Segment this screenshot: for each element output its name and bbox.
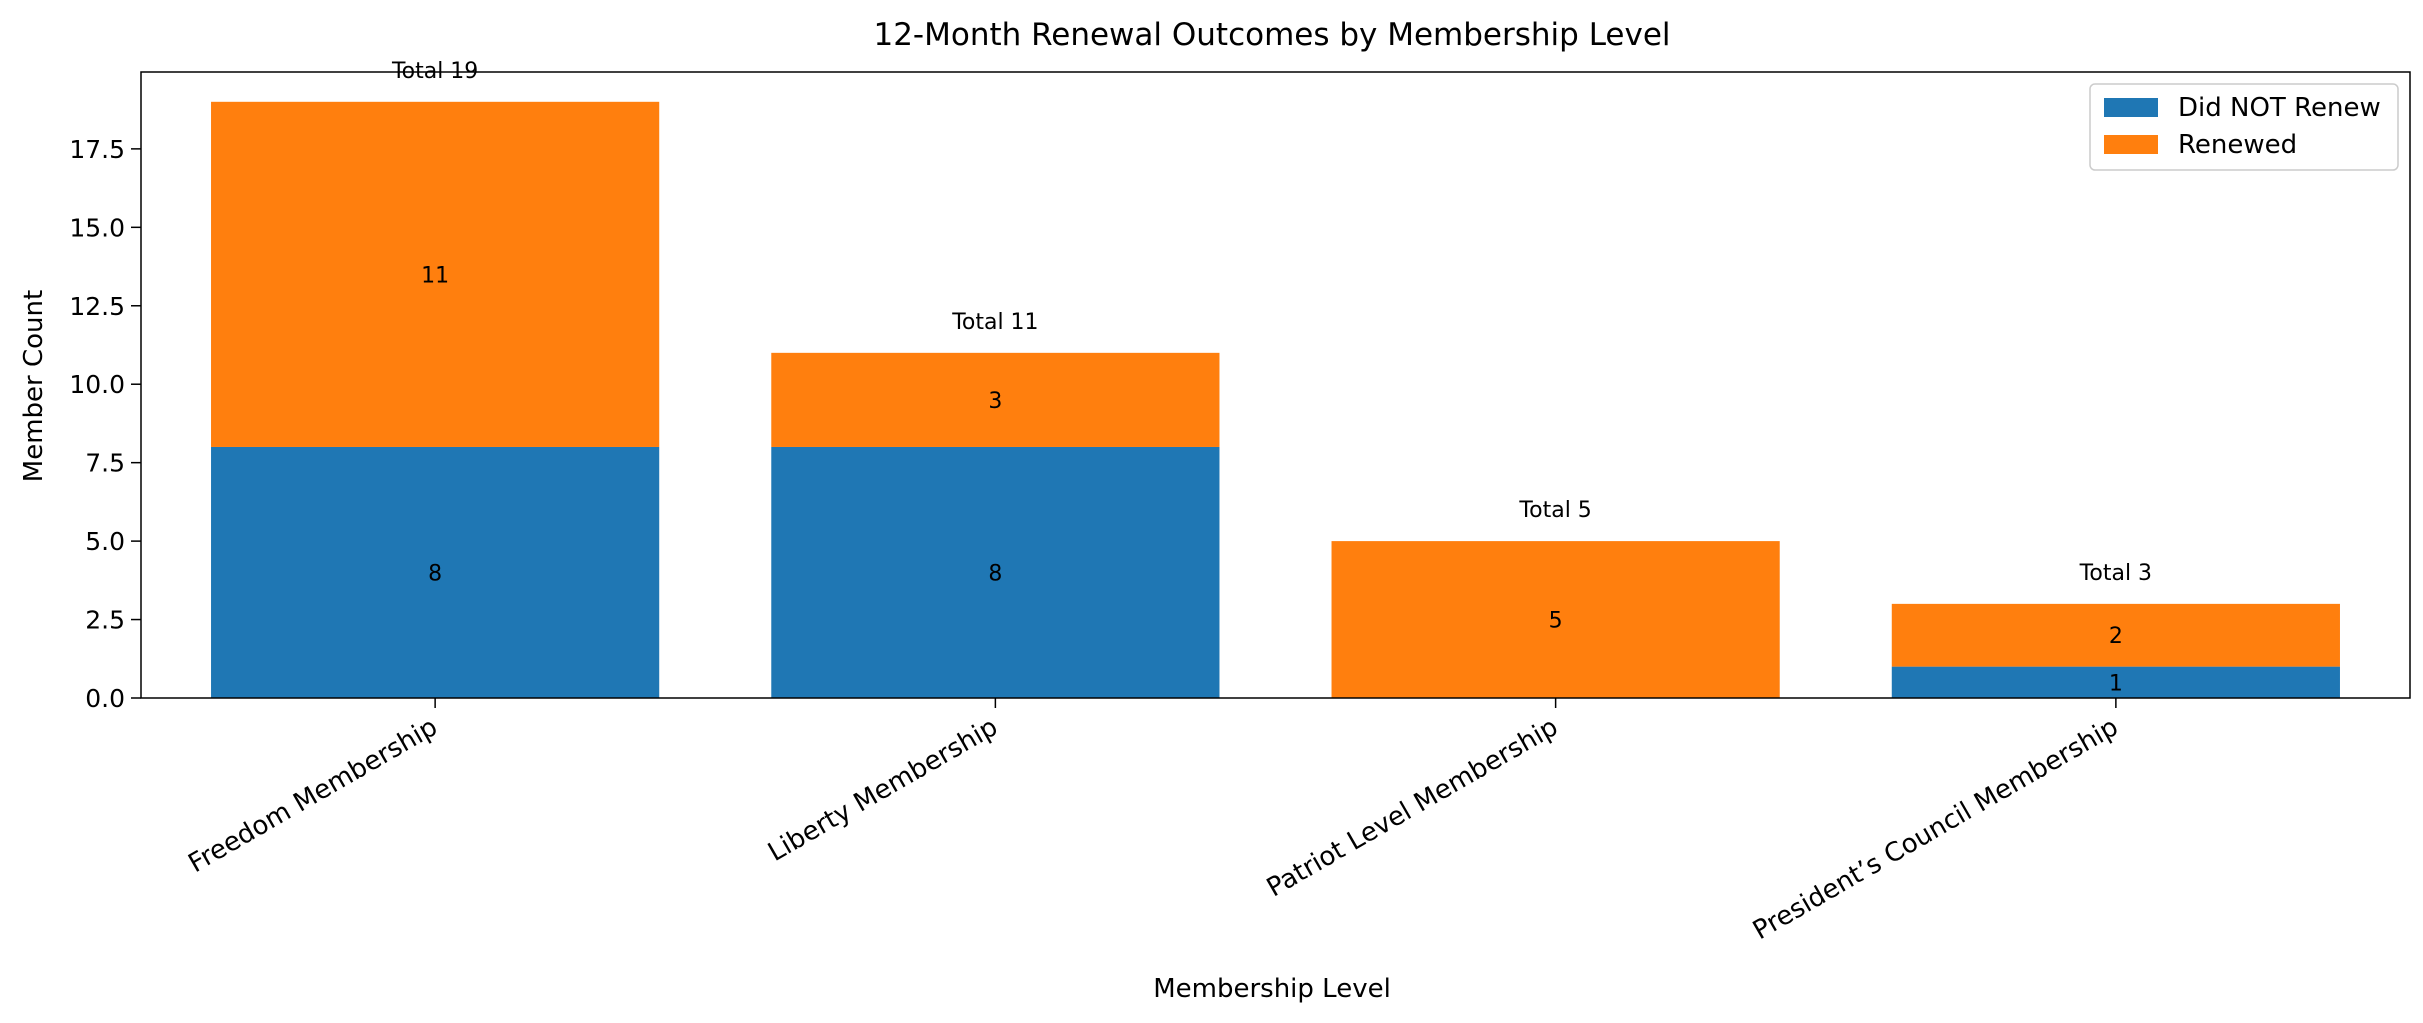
x-tick-label: Freedom Membership (184, 712, 443, 879)
segment-value-label: 1 (2109, 671, 2123, 696)
legend-box (2089, 83, 2399, 171)
bar-segment (1891, 666, 2340, 698)
x-tick-label: Patriot Level Membership (1262, 712, 1563, 903)
y-tick-label: 2.5 (85, 606, 125, 635)
total-label: Total 3 (2079, 561, 2152, 586)
y-tick-label: 5.0 (85, 527, 125, 556)
total-label: Total 5 (1518, 498, 1591, 523)
bars-layer (211, 101, 2340, 698)
y-tick-label: 10.0 (69, 370, 125, 399)
bar-segment (771, 352, 1220, 447)
y-tick-label: 0.0 (85, 684, 125, 713)
plot-frame (140, 71, 2411, 699)
legend-entry-label: Did NOT Renew (2178, 93, 2381, 123)
legend-swatch (2104, 135, 2158, 154)
bar-segment (771, 446, 1220, 698)
legend: Did NOT Renew Renewed (2089, 83, 2399, 171)
y-tick-label: 12.5 (69, 292, 125, 321)
y-tick-label: 7.5 (85, 449, 125, 478)
x-tick-label: President’s Council Membership (1748, 712, 2123, 946)
segment-value-label: 5 (1549, 609, 1563, 634)
legend-entry-label: Renewed (2178, 130, 2297, 160)
y-tick-label: 15.0 (69, 213, 125, 242)
segment-value-label: 8 (988, 561, 1002, 586)
segment-value-label: 8 (428, 561, 442, 586)
y-tick-label: 17.5 (69, 135, 125, 164)
bar-segment (211, 446, 660, 698)
bar-segment (1891, 603, 2340, 667)
y-axis-label: Member Count (19, 290, 49, 482)
x-tick-label: Liberty Membership (763, 712, 1003, 868)
total-label: Total 11 (951, 310, 1038, 335)
chart-title: 12-Month Renewal Outcomes by Membership … (873, 17, 1670, 53)
bar-segment (211, 101, 660, 447)
x-axis-label: Membership Level (1153, 974, 1391, 1004)
segment-value-label: 2 (2109, 624, 2123, 649)
legend-swatch (2104, 98, 2158, 117)
bar-segment (1331, 541, 1780, 698)
segment-value-label: 3 (988, 389, 1002, 414)
segment-value-label: 11 (421, 263, 449, 288)
